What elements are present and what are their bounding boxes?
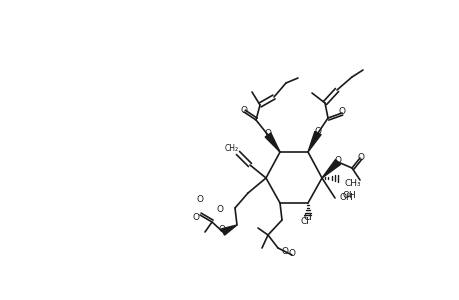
Polygon shape — [321, 160, 340, 178]
Text: O: O — [216, 206, 223, 214]
Text: O: O — [192, 214, 199, 223]
Text: O: O — [281, 248, 288, 256]
Text: O: O — [357, 152, 364, 161]
Text: Cl: Cl — [300, 218, 309, 226]
Text: O: O — [264, 128, 271, 137]
Text: O: O — [338, 106, 345, 116]
Text: OH: OH — [342, 190, 356, 200]
Polygon shape — [264, 133, 280, 152]
Text: CH₃: CH₃ — [344, 178, 361, 188]
Text: O: O — [288, 250, 295, 259]
Text: OH: OH — [339, 194, 353, 202]
Text: CH₂: CH₂ — [224, 143, 239, 152]
Text: O: O — [334, 155, 341, 164]
Polygon shape — [308, 131, 320, 152]
Text: O: O — [218, 226, 225, 235]
Text: Cl: Cl — [303, 214, 312, 223]
Text: O: O — [196, 196, 203, 205]
Text: O: O — [314, 127, 321, 136]
Text: O: O — [240, 106, 247, 115]
Polygon shape — [221, 225, 236, 235]
